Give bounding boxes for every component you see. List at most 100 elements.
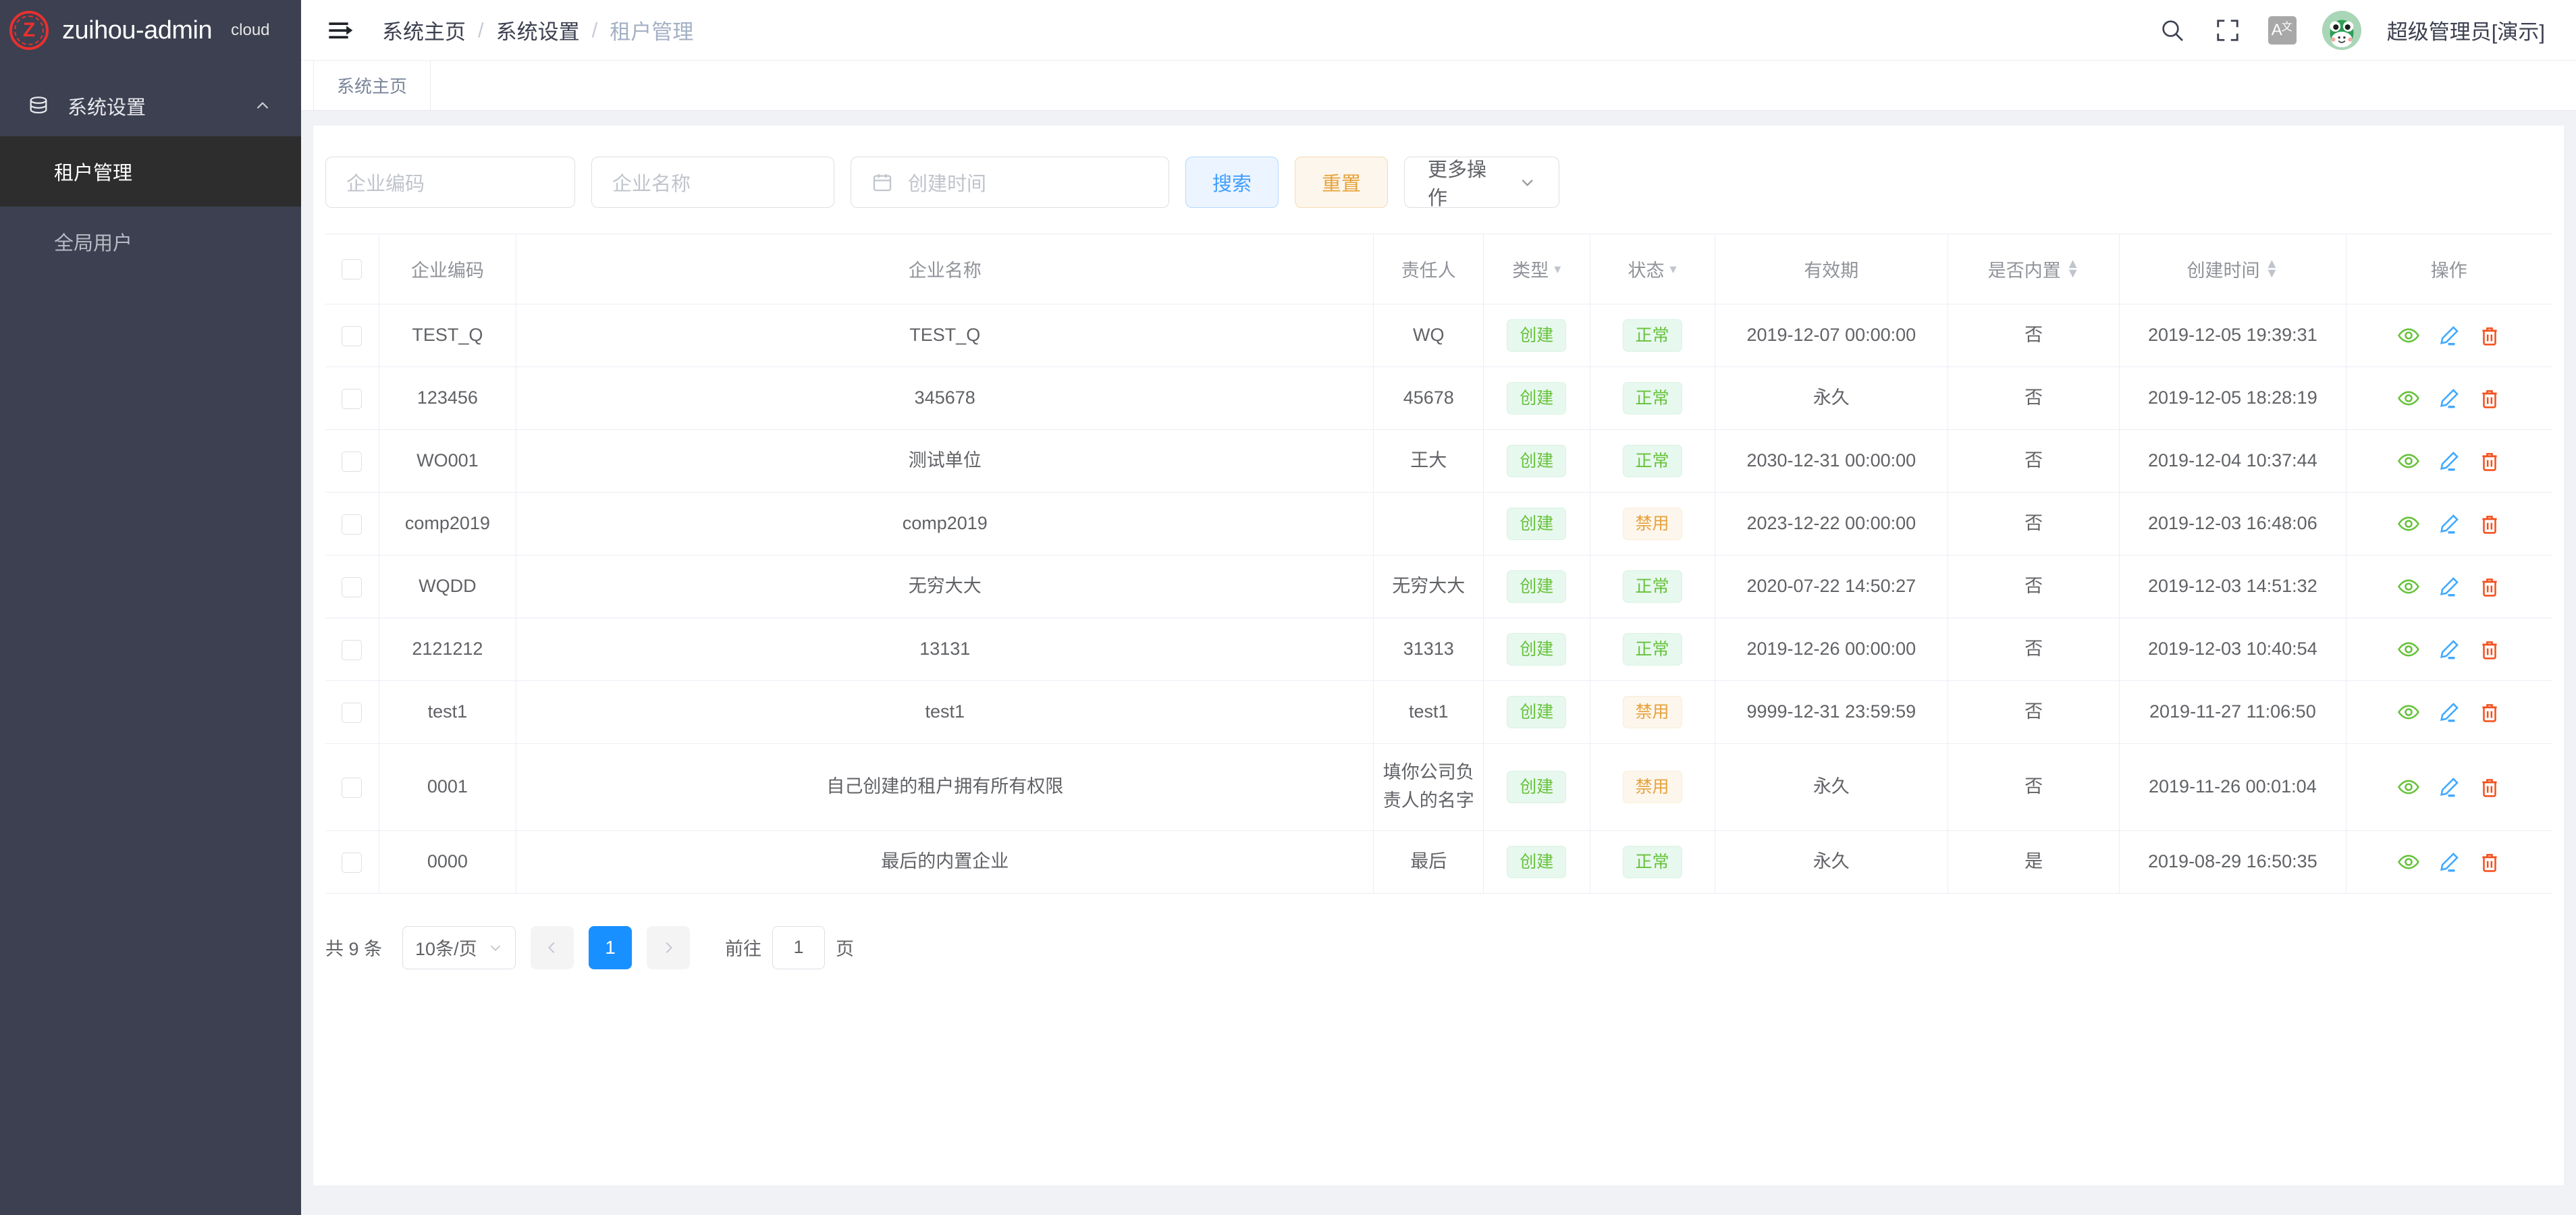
view-icon[interactable] (2397, 512, 2420, 535)
fullscreen-icon[interactable] (2213, 16, 2243, 45)
view-icon[interactable] (2397, 450, 2420, 473)
chevron-up-icon[interactable] (254, 97, 271, 115)
more-actions-button[interactable]: 更多操作 (1404, 157, 1559, 209)
sidebar-group-system-settings[interactable]: 系统设置 (0, 76, 301, 136)
row-checkbox[interactable] (342, 325, 363, 346)
delete-icon[interactable] (2478, 701, 2501, 724)
search-button[interactable]: 搜索 (1185, 157, 1279, 208)
view-icon[interactable] (2397, 701, 2420, 724)
row-checkbox[interactable] (342, 388, 363, 409)
cell-owner: test1 (1373, 680, 1484, 744)
row-checkbox[interactable] (342, 514, 363, 535)
edit-icon[interactable] (2438, 575, 2461, 598)
table-row[interactable]: test1 test1 test1 创建 禁用 9999-12-31 23:59:59 否 2… (325, 680, 2552, 744)
username-label[interactable]: 超级管理员[演示] (2386, 20, 2545, 44)
col-label: 企业编码 (410, 261, 484, 281)
table-row[interactable]: 0000 最后的内置企业 最后 创建 正常 永久是 2019-08-29 16:50:35 (325, 830, 2552, 894)
jump-page-input[interactable]: 1 (772, 925, 826, 969)
sidebar-item-label: 租户管理 (54, 163, 133, 184)
table-row[interactable]: WO001 测试单位 王大 创建 正常 2030-12-31 00:00:00 否 2019-… (325, 429, 2552, 493)
col-header-name[interactable]: 企业名称 (516, 234, 1374, 304)
delete-icon[interactable] (2478, 850, 2501, 873)
pagination-next-button[interactable] (647, 925, 691, 969)
tab-label: 系统主页 (337, 76, 408, 97)
tenant-table: 企业编码 企业名称 责任人 类型 ▾ (325, 234, 2552, 894)
table-row[interactable]: TEST_Q TEST_Q WQ 创建 正常 2019-12-07 00:00:00 否 20… (325, 304, 2552, 367)
row-checkbox[interactable] (342, 639, 363, 660)
edit-icon[interactable] (2438, 387, 2461, 410)
edit-icon[interactable] (2438, 638, 2461, 661)
row-select-cell (325, 429, 379, 493)
reset-button[interactable]: 重置 (1295, 157, 1388, 208)
view-icon[interactable] (2397, 324, 2420, 347)
table-head: 企业编码 企业名称 责任人 类型 ▾ (325, 234, 2552, 304)
edit-icon[interactable] (2438, 450, 2461, 473)
delete-icon[interactable] (2478, 450, 2501, 473)
col-header-owner[interactable]: 责任人 (1373, 234, 1484, 304)
col-header-created[interactable]: 创建时间 ▲ ▼ (2119, 234, 2346, 304)
search-input-code[interactable]: 企业编码 (325, 157, 575, 208)
row-checkbox[interactable] (342, 702, 363, 723)
view-icon[interactable] (2397, 575, 2420, 598)
edit-icon[interactable] (2438, 324, 2461, 347)
table-row[interactable]: 0001 自己创建的租户拥有所有权限 填你公司负责人的名字 创建 禁用 永久否 2019-1… (325, 743, 2552, 831)
delete-icon[interactable] (2478, 387, 2501, 410)
table-row[interactable]: comp2019 comp2019 创建 禁用 2023-12-22 00:00:00 否… (325, 492, 2552, 556)
sort-arrows-icon[interactable]: ▲ ▼ (2265, 256, 2279, 281)
sidebar-item-tenant-management[interactable]: 租户管理 (0, 136, 301, 207)
row-actions (2353, 638, 2545, 661)
edit-icon[interactable] (2438, 512, 2461, 535)
table-row[interactable]: WQDD 无穷大大 无穷大大 创建 正常 2020-07-22 14:50:27 否 2019… (325, 555, 2552, 618)
view-icon[interactable] (2397, 638, 2420, 661)
filter-caret-icon[interactable]: ▾ (1669, 262, 1677, 277)
row-actions (2353, 701, 2545, 724)
search-input-created-date[interactable]: 创建时间 (851, 157, 1169, 208)
cell-operations (2345, 830, 2552, 894)
status-badge: 正常 (1622, 382, 1682, 414)
table-row[interactable]: 2121212 13131 31313 创建 正常 2019-12-26 00:00:00… (325, 618, 2552, 681)
col-header-builtin[interactable]: 是否内置 ▲ ▼ (1948, 234, 2120, 304)
cell-created: 2019-11-27 11:06:50 (2119, 680, 2346, 744)
row-checkbox[interactable] (342, 576, 363, 597)
delete-icon[interactable] (2478, 512, 2501, 535)
breadcrumb-item-home[interactable]: 系统主页 (382, 20, 466, 44)
edit-icon[interactable] (2438, 776, 2461, 799)
view-icon[interactable] (2397, 776, 2420, 799)
avatar[interactable] (2322, 10, 2361, 50)
brand-logo[interactable]: Z zuihou-admin cloud (0, 0, 301, 61)
pagination-prev-button[interactable] (531, 925, 574, 969)
select-all-checkbox[interactable] (342, 259, 363, 280)
search-icon[interactable] (2157, 16, 2187, 45)
page-size-select[interactable]: 10条/页 (402, 925, 516, 969)
row-checkbox[interactable] (342, 777, 363, 798)
table-row[interactable]: 123456 345678 45678 创建 正常 永久否 2019-12-05 18:28… (325, 367, 2552, 430)
breadcrumb-item-settings[interactable]: 系统设置 (495, 20, 580, 44)
row-checkbox[interactable] (342, 852, 363, 873)
search-input-name[interactable]: 企业名称 (591, 157, 834, 208)
cell-status: 正常 (1589, 429, 1715, 493)
row-checkbox[interactable] (342, 451, 363, 472)
view-icon[interactable] (2397, 850, 2420, 873)
edit-icon[interactable] (2438, 701, 2461, 724)
tab-system-home[interactable]: 系统主页 (313, 61, 431, 110)
col-header-type[interactable]: 类型 ▾ (1483, 234, 1590, 304)
sort-arrows-icon[interactable]: ▲ ▼ (2066, 256, 2080, 281)
sidebar-item-global-users[interactable]: 全局用户 (0, 207, 301, 277)
delete-icon[interactable] (2478, 638, 2501, 661)
edit-icon[interactable] (2438, 850, 2461, 873)
col-header-status[interactable]: 状态 ▾ (1589, 234, 1715, 304)
delete-icon[interactable] (2478, 575, 2501, 598)
hamburger-icon[interactable] (327, 17, 354, 44)
delete-icon[interactable] (2478, 776, 2501, 799)
view-icon[interactable] (2397, 387, 2420, 410)
jump-suffix-label: 页 (836, 939, 855, 960)
cell-builtin: 否 (1948, 618, 2120, 681)
delete-icon[interactable] (2478, 324, 2501, 347)
status-badge: 正常 (1622, 845, 1682, 878)
col-header-expire[interactable]: 有效期 (1714, 234, 1948, 304)
filter-caret-icon[interactable]: ▾ (1554, 262, 1561, 277)
col-header-code[interactable]: 企业编码 (378, 234, 516, 304)
pagination-page-1[interactable]: 1 (589, 925, 633, 969)
